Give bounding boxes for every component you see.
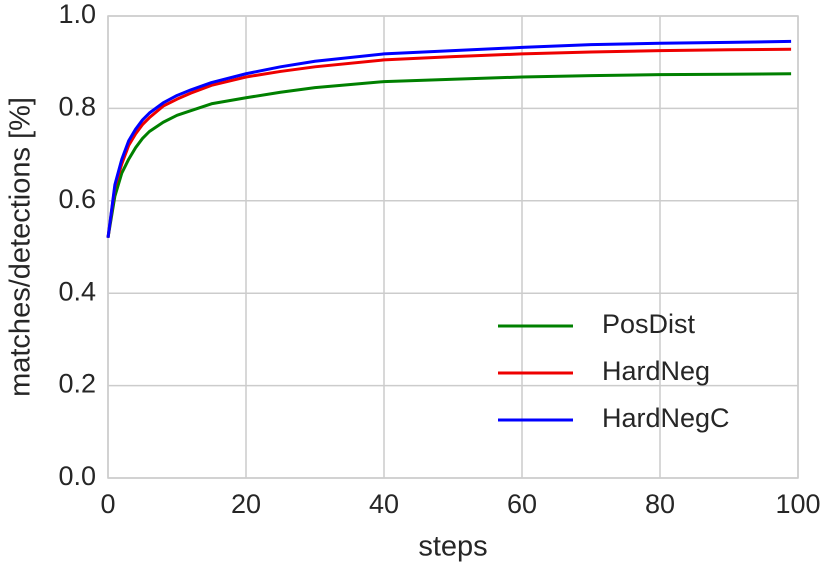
y-axis-label: matches/detections [%]: [5, 97, 37, 397]
x-tick-label: 100: [775, 489, 820, 519]
x-tick-label: 20: [231, 489, 261, 519]
data-line: [106, 72, 792, 239]
legend-label: PosDist: [602, 309, 696, 339]
data-line: [106, 39, 792, 238]
data-line: [106, 47, 792, 238]
y-tick-label: 0.4: [58, 276, 96, 306]
x-axis-label: steps: [418, 531, 487, 563]
legend-label: HardNeg: [602, 356, 710, 386]
y-tick-label: 0.8: [58, 92, 96, 122]
x-tick-label: 80: [645, 489, 675, 519]
y-tick-label: 1.0: [58, 0, 96, 29]
x-tick-label: 0: [100, 489, 115, 519]
y-tick-label: 0.0: [58, 461, 96, 491]
y-tick-label: 0.6: [58, 184, 96, 214]
plot-frame: [107, 15, 799, 479]
x-tick-label: 40: [369, 489, 399, 519]
legend-label: HardNegC: [602, 403, 730, 433]
x-tick-label: 60: [507, 489, 537, 519]
y-tick-label: 0.2: [58, 369, 96, 399]
